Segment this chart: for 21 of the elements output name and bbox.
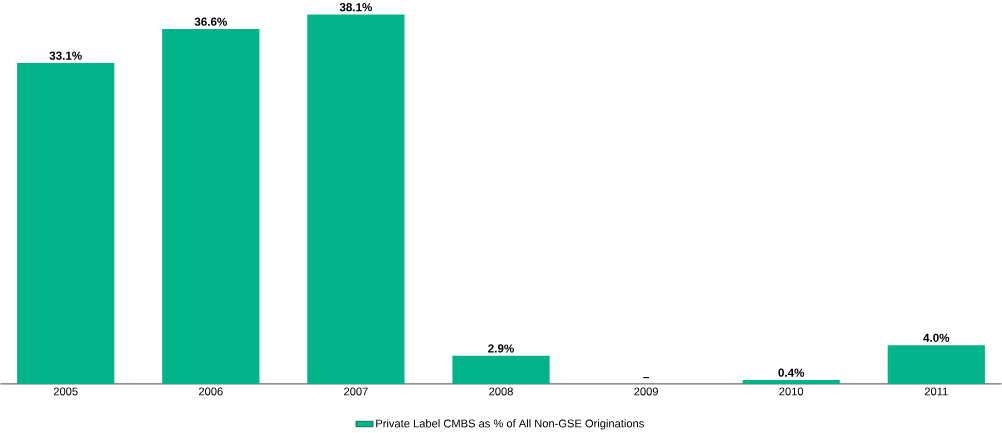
legend-label: Private Label CMBS as % of All Non-GSE Originations — [376, 419, 644, 430]
x-tick-label: 2005 — [53, 387, 78, 396]
bar — [17, 63, 115, 385]
x-tick-label: 2007 — [344, 387, 368, 396]
bar — [307, 14, 405, 385]
x-tick-label: 2008 — [489, 387, 513, 396]
bar — [162, 29, 260, 385]
x-tick-label: 2009 — [634, 387, 658, 396]
data-label: 2.9% — [488, 344, 514, 353]
data-label: 0.4% — [778, 368, 805, 377]
data-label: 33.1% — [49, 51, 82, 60]
x-tick-label: 2010 — [779, 387, 804, 396]
bar — [742, 380, 840, 385]
bar — [887, 345, 985, 385]
x-tick-label: 2011 — [924, 387, 948, 396]
data-label: 4.0% — [923, 333, 950, 342]
bar — [452, 355, 550, 385]
x-tick-label: 2006 — [198, 387, 223, 396]
data-label: – — [643, 377, 649, 379]
data-label: 38.1% — [339, 3, 373, 12]
data-label: 36.6% — [194, 17, 227, 26]
